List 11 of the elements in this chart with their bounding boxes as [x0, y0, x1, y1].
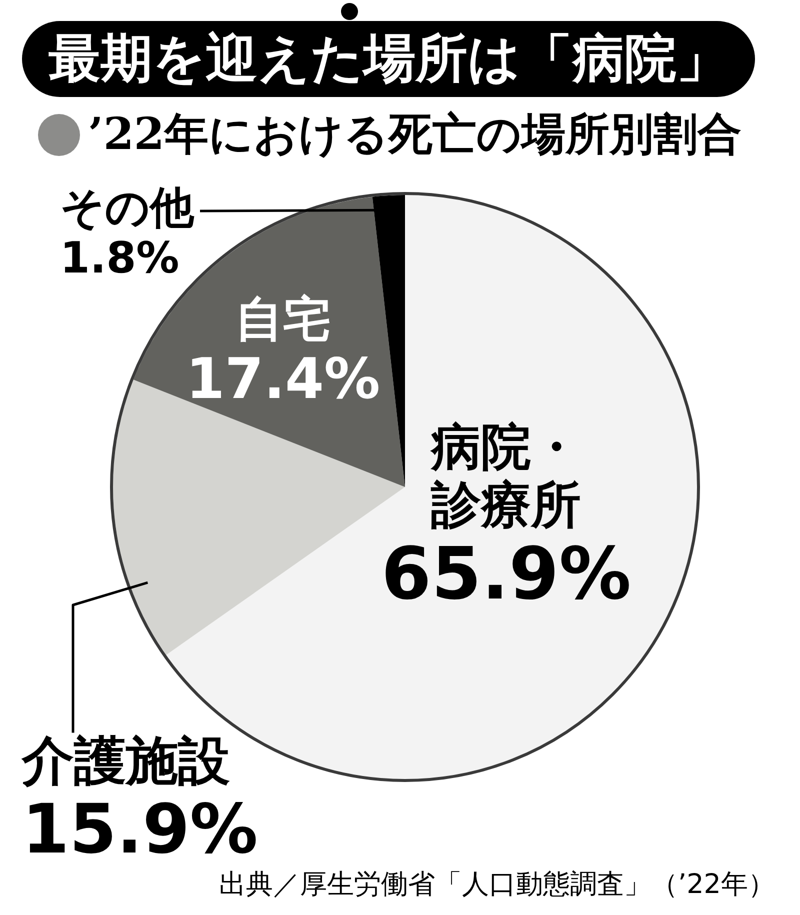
- slice-label: その他: [60, 182, 195, 234]
- data-label: 1.8%: [60, 234, 180, 284]
- data-label: 17.4%: [186, 346, 380, 412]
- data-label: 15.9%: [22, 790, 258, 870]
- slice-label: 介護施設: [21, 732, 230, 792]
- slice-label: 病院・診療所: [430, 418, 582, 534]
- data-label: 65.9%: [381, 532, 632, 616]
- slice-label: 自宅: [234, 292, 331, 348]
- source-note: 出典／厚生労働省「人口動態調査」（’22年）: [219, 868, 775, 902]
- chart-subtitle: ’22年における死亡の場所別割合: [88, 108, 742, 162]
- chart-title: 最期を迎えた場所は「病院」: [22, 21, 755, 97]
